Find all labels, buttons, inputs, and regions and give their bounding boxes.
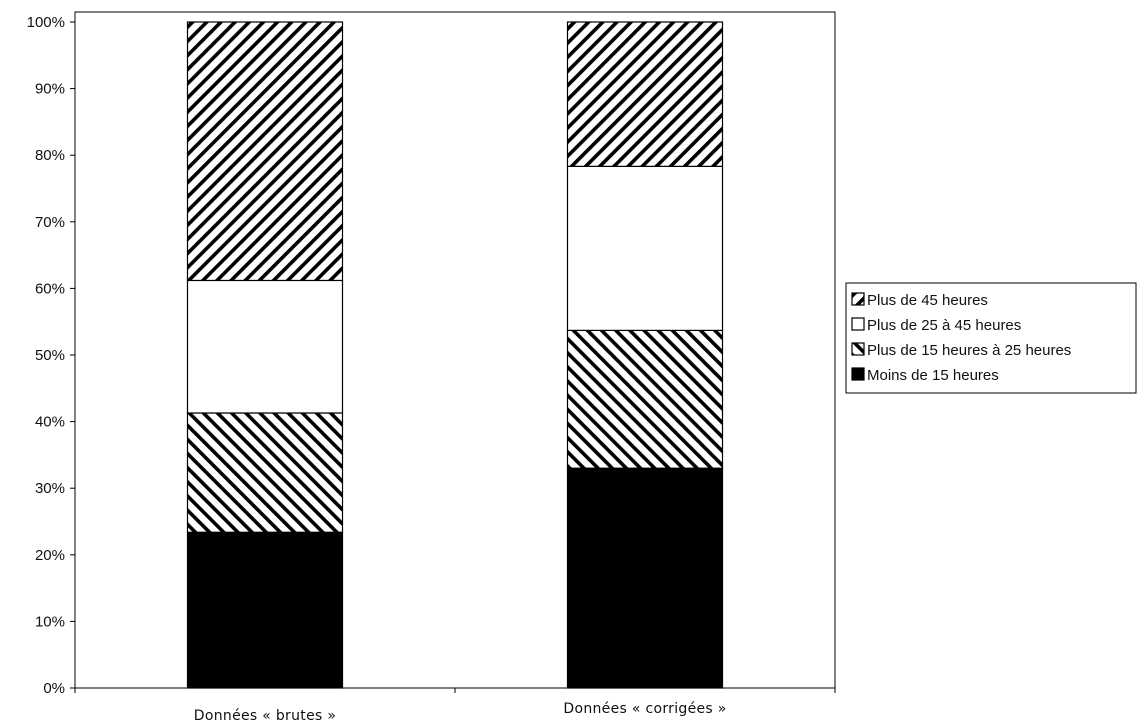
y-tick-label: 70% — [35, 214, 65, 231]
y-tick-label: 60% — [35, 280, 65, 297]
bars — [186, 21, 724, 689]
y-tick-label: 30% — [35, 480, 65, 497]
y-tick-label: 90% — [35, 81, 65, 98]
y-axis: 0% 10% 20% 30% 40% 50% 60% 70% 80% 90% 100% — [27, 12, 76, 697]
legend-label: Plus de 15 heures à 25 heures — [867, 342, 1071, 359]
legend: Plus de 45 heures Plus de 25 à 45 heures P… — [845, 282, 1137, 394]
legend-label: Plus de 45 heures — [867, 292, 988, 309]
y-tick-label: 100% — [27, 14, 65, 31]
bar-segment — [186, 21, 344, 282]
bar-segment — [566, 165, 724, 331]
x-axis: Données « brutes » Données « corrigées » — [74, 687, 836, 724]
bar-segment — [186, 412, 344, 533]
y-tick-label: 0% — [43, 680, 65, 697]
y-tick-label: 40% — [35, 414, 65, 431]
legend-frame — [845, 282, 1137, 394]
legend-swatch — [851, 317, 865, 331]
bar-segment — [566, 467, 724, 689]
legend-label: Moins de 15 heures — [867, 367, 999, 384]
y-tick-label: 80% — [35, 147, 65, 164]
y-tick-label: 50% — [35, 347, 65, 364]
x-category-label: Données « corrigées » — [563, 701, 726, 717]
x-category-label: Données « brutes » — [194, 708, 336, 724]
bar-segment — [186, 279, 344, 414]
y-tick-label: 20% — [35, 547, 65, 564]
y-tick-label: 10% — [35, 613, 65, 630]
bar-segment — [566, 329, 724, 469]
legend-label: Plus de 25 à 45 heures — [867, 317, 1021, 334]
legend-swatch — [851, 342, 865, 356]
legend-swatch — [851, 292, 865, 306]
legend-swatch — [851, 367, 865, 381]
bar-segment — [566, 21, 724, 167]
bar-segment — [186, 531, 344, 689]
